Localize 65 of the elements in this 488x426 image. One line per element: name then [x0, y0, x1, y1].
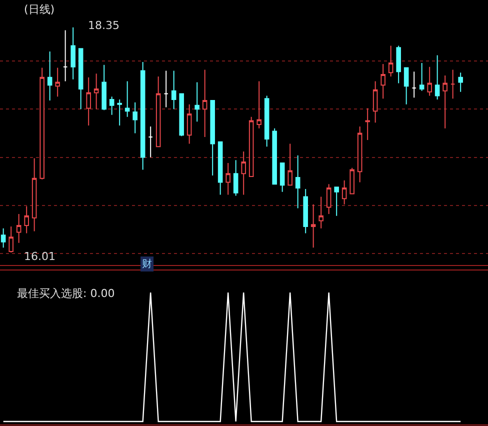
- candlestick: [442, 75, 448, 129]
- candlestick: [310, 204, 316, 248]
- candlestick: [318, 196, 324, 229]
- candlestick: [171, 70, 176, 110]
- candlestick: [295, 154, 300, 209]
- candlestick: [109, 96, 114, 116]
- candlestick: [226, 162, 230, 196]
- candlestick: [404, 67, 409, 105]
- candlestick: [427, 66, 432, 96]
- candlestick: [380, 63, 386, 100]
- candlestick: [342, 180, 347, 205]
- candlestick: [140, 62, 146, 170]
- candlestick: [396, 45, 401, 84]
- candlestick: [124, 80, 130, 118]
- candlestick: [256, 80, 262, 129]
- candlestick: [86, 76, 91, 126]
- candlestick: [248, 116, 254, 177]
- candlestick: [272, 128, 277, 185]
- candlestick: [202, 69, 208, 138]
- candlestick: [40, 67, 44, 180]
- candlestick: [280, 162, 285, 192]
- candlestick: [117, 99, 122, 126]
- candlestick: [55, 67, 60, 98]
- candlestick: [24, 206, 29, 234]
- candlestick: [434, 54, 440, 100]
- candlestick: [388, 45, 394, 77]
- chart-title: (日线): [24, 3, 55, 16]
- candlestick: [179, 93, 184, 137]
- candlestick: [365, 108, 370, 140]
- candlestick: [47, 50, 52, 102]
- candlestick: [233, 160, 238, 196]
- candlestick: [148, 126, 153, 158]
- candlestick: [156, 76, 161, 148]
- annotation: 18.35: [88, 19, 120, 32]
- candlestick: [288, 143, 292, 186]
- candlestick: [8, 226, 14, 253]
- candlestick: [0, 228, 6, 248]
- candlestick: [372, 80, 378, 124]
- candlestick: [264, 95, 270, 148]
- candlestick: [450, 69, 456, 100]
- candlestick: [102, 64, 106, 111]
- candlestick: [32, 158, 37, 232]
- candlestick: [194, 82, 200, 122]
- candlestick: [210, 100, 215, 176]
- candlestick: [78, 48, 84, 110]
- annotation: 16.01: [24, 250, 56, 263]
- candlestick: [132, 102, 138, 134]
- candlestick: [357, 126, 362, 183]
- candlestick: [186, 104, 192, 144]
- candlestick: [62, 30, 68, 82]
- candlestick: [412, 71, 416, 98]
- candlestick: [70, 26, 76, 80]
- candlestick: [419, 62, 424, 92]
- candlestick: [334, 186, 339, 216]
- candlestick: [94, 73, 99, 110]
- candlestick: [164, 70, 168, 108]
- text: 财: [142, 258, 152, 270]
- candlestick: [218, 141, 223, 196]
- candlestick: [241, 150, 246, 196]
- candlestick: [326, 184, 332, 214]
- candlestick: [350, 167, 354, 194]
- candlestick: [303, 188, 308, 234]
- candlestick: [458, 72, 463, 92]
- chart-title: 最佳买入选股: 0.00: [17, 287, 115, 300]
- candlestick: [16, 214, 22, 244]
